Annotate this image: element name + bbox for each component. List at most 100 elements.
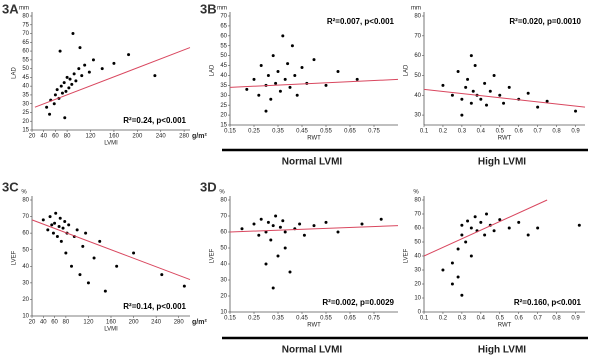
point bbox=[132, 251, 136, 255]
point bbox=[460, 223, 464, 227]
point bbox=[103, 289, 107, 293]
point bbox=[274, 81, 278, 85]
y-tick-label: 60 bbox=[22, 49, 29, 55]
point bbox=[86, 281, 90, 285]
y-tick-label: 70 bbox=[22, 31, 29, 37]
point bbox=[115, 264, 119, 268]
point bbox=[55, 88, 59, 92]
point bbox=[53, 93, 57, 97]
point bbox=[83, 63, 87, 67]
y-tick-label: 30 bbox=[414, 268, 421, 274]
point bbox=[160, 273, 164, 277]
point bbox=[324, 83, 328, 87]
point bbox=[498, 93, 502, 97]
annotation: R²=0.007, p<0.001 bbox=[327, 17, 395, 26]
x-tick-label: 0.2 bbox=[439, 129, 448, 135]
y-tick-label: 10 bbox=[414, 296, 421, 302]
annotation: R²=0.020, p=0.0010 bbox=[509, 17, 581, 26]
point bbox=[266, 73, 270, 77]
y-tick-label: 80 bbox=[414, 14, 421, 20]
point bbox=[259, 217, 263, 221]
point bbox=[355, 77, 359, 81]
y-axis-label: LVEF bbox=[12, 250, 18, 265]
x-tick-label: 160 bbox=[109, 134, 120, 140]
point bbox=[274, 214, 278, 218]
y-tick-label: 60 bbox=[22, 231, 29, 237]
y-tick-label: 40 bbox=[414, 93, 421, 99]
x-tick-label: 0.35 bbox=[272, 129, 284, 135]
y-unit: mm bbox=[19, 6, 29, 12]
y-axis-label: LAD bbox=[210, 64, 216, 76]
point bbox=[259, 64, 263, 68]
y-tick-label: 40 bbox=[414, 254, 421, 260]
point bbox=[456, 69, 460, 73]
y-tick-label: 50 bbox=[22, 247, 29, 253]
point bbox=[264, 262, 268, 266]
point bbox=[295, 93, 299, 97]
point bbox=[290, 44, 294, 48]
panel-label: 3C bbox=[2, 179, 19, 194]
y-tick-label: 50 bbox=[220, 53, 227, 59]
fit-line bbox=[31, 219, 191, 281]
x-tick-label: 0.5 bbox=[496, 316, 505, 322]
point bbox=[466, 77, 470, 81]
x-tick-label: 0.55 bbox=[320, 316, 332, 322]
y-tick-label: 70 bbox=[220, 14, 227, 20]
point bbox=[460, 233, 464, 237]
y-axis-label: LVEF bbox=[210, 248, 216, 263]
point bbox=[57, 225, 61, 229]
x-tick-label: 0.65 bbox=[344, 316, 356, 322]
point bbox=[269, 97, 273, 101]
y-tick-label: 25 bbox=[220, 103, 227, 109]
y-axis-label: LAD bbox=[404, 64, 410, 76]
point bbox=[59, 84, 63, 88]
point bbox=[81, 244, 85, 248]
x-tick-label: 0.75 bbox=[368, 316, 380, 322]
group-label: High LVMI bbox=[478, 345, 526, 356]
y-tick-label: 10 bbox=[22, 314, 29, 320]
y-unit: % bbox=[219, 190, 225, 196]
point bbox=[70, 82, 74, 86]
y-tick-label: 20 bbox=[414, 282, 421, 288]
point bbox=[485, 103, 489, 107]
point bbox=[61, 226, 65, 230]
point bbox=[479, 97, 483, 101]
point bbox=[471, 89, 475, 93]
panel-label: 3D bbox=[200, 179, 217, 194]
y-tick-label: 30 bbox=[414, 113, 421, 119]
point bbox=[75, 228, 79, 232]
y-tick-label: 80 bbox=[220, 198, 227, 204]
group-label: High LVMI bbox=[478, 157, 526, 168]
point bbox=[336, 69, 340, 73]
point bbox=[473, 64, 477, 68]
x-tick-label: 240 bbox=[156, 134, 167, 140]
x-tick-label: 0.5 bbox=[496, 129, 505, 135]
point bbox=[55, 234, 59, 238]
y-tick-label: 50 bbox=[220, 246, 227, 252]
point bbox=[78, 273, 82, 277]
y-tick-label: 30 bbox=[220, 278, 227, 284]
point bbox=[68, 77, 72, 81]
point bbox=[53, 221, 57, 225]
annotation: R²=0.002, p=0.0029 bbox=[322, 298, 394, 307]
group-label: Normal LVMI bbox=[282, 345, 343, 356]
point bbox=[485, 212, 489, 216]
point bbox=[271, 286, 275, 290]
x-tick-label: 0.25 bbox=[248, 316, 260, 322]
point bbox=[288, 270, 292, 274]
y-tick-label: 70 bbox=[414, 33, 421, 39]
point bbox=[281, 219, 285, 223]
y-tick-label: 30 bbox=[22, 280, 29, 286]
y-unit: mm bbox=[217, 6, 227, 12]
point bbox=[46, 228, 50, 232]
x-tick-label: 0.7 bbox=[533, 129, 542, 135]
y-tick-label: 0 bbox=[418, 310, 422, 316]
y-tick-label: 80 bbox=[22, 198, 29, 204]
point bbox=[360, 222, 364, 226]
y-tick-label: 15 bbox=[220, 123, 227, 129]
point bbox=[91, 58, 95, 62]
y-tick-label: 20 bbox=[220, 294, 227, 300]
point bbox=[466, 219, 470, 223]
point bbox=[464, 85, 468, 89]
fit-line bbox=[229, 78, 399, 88]
